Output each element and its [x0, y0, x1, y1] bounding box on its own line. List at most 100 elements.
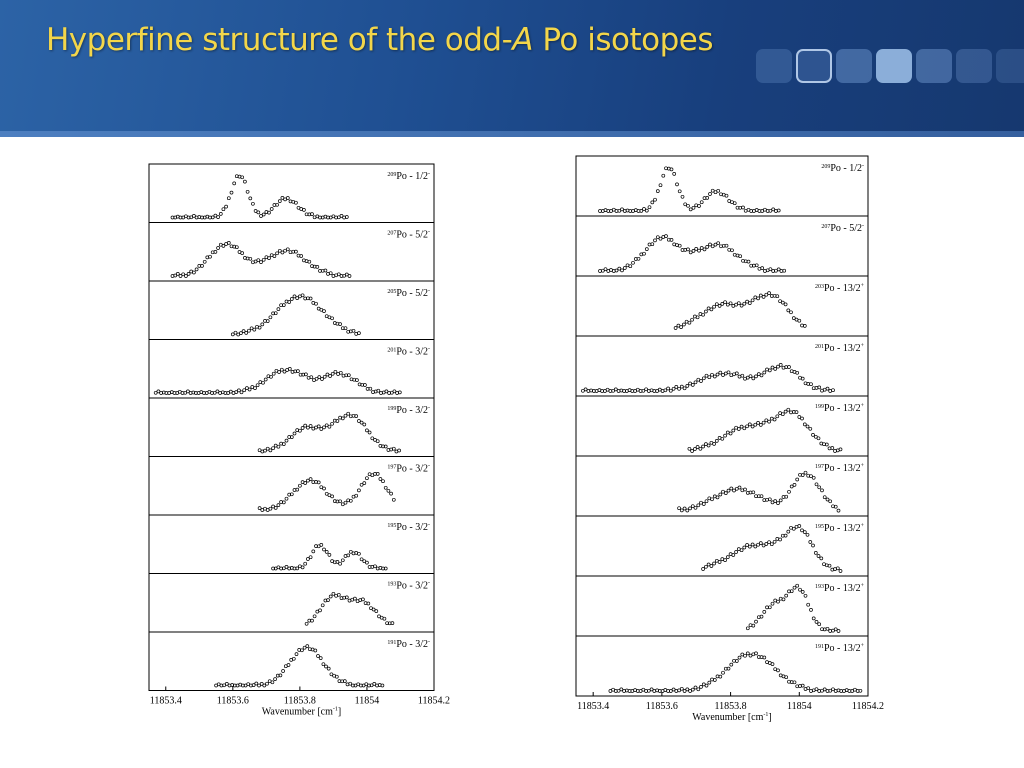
data-point: [375, 439, 380, 444]
x-axis-title-sup: -1: [763, 712, 768, 718]
data-point: [825, 497, 830, 502]
data-point: [338, 370, 343, 375]
data-point: [334, 674, 339, 679]
data-point: [729, 662, 734, 667]
x-axis-title: Wavenumber [cm-1]: [262, 707, 341, 718]
data-point: [248, 196, 253, 201]
data-point: [292, 294, 297, 299]
data-point: [814, 620, 819, 624]
parity-sign: -: [862, 163, 864, 169]
data-point: [255, 383, 260, 388]
data-point: [767, 540, 771, 545]
data-point: [213, 213, 218, 218]
data-point: [254, 681, 259, 686]
panel-label: 201Po - 13/2+: [815, 343, 865, 354]
data-point: [216, 215, 220, 219]
data-point: [653, 238, 657, 243]
data-point: [800, 683, 805, 688]
isotope-spin: Po - 13/2: [824, 463, 861, 474]
data-point: [269, 207, 274, 211]
data-point: [644, 208, 649, 213]
data-point: [682, 689, 687, 693]
data-point: [751, 376, 756, 381]
data-point: [295, 296, 300, 300]
data-point: [789, 484, 794, 489]
data-point: [806, 686, 811, 691]
chart1-panel-207: 207Po - 5/2-: [575, 215, 869, 277]
data-point: [277, 370, 281, 374]
data-point: [679, 686, 684, 691]
data-point: [708, 192, 712, 196]
chart-left: 209Po - 1/2-207Po - 5/2-205Po - 5/2-201P…: [148, 163, 450, 718]
data-point: [336, 592, 341, 597]
data-point: [775, 294, 780, 299]
data-point: [776, 668, 780, 673]
data-point: [756, 421, 760, 425]
data-point: [701, 444, 705, 449]
isotope-spin: Po - 5/2: [396, 230, 428, 241]
data-point: [303, 481, 308, 485]
isotope-spin: Po - 3/2: [396, 464, 428, 475]
data-point: [346, 329, 351, 334]
data-point: [817, 485, 822, 490]
data-point: [819, 556, 824, 561]
data-point: [261, 257, 266, 262]
data-point: [373, 564, 377, 569]
data-point: [381, 479, 385, 484]
data-point: [723, 558, 727, 562]
data-point: [686, 247, 690, 252]
banner-bottom-line: [0, 131, 1024, 137]
data-point: [292, 431, 297, 436]
data-point: [306, 425, 310, 430]
data-point: [736, 301, 741, 306]
data-point: [696, 687, 701, 692]
panel-label: 195Po - 3/2-: [387, 522, 430, 533]
data-point: [750, 298, 755, 303]
data-point: [391, 446, 396, 451]
data-point: [710, 188, 715, 193]
data-point: [798, 587, 802, 592]
data-point: [376, 388, 381, 393]
data-point: [613, 387, 618, 392]
data-point: [811, 475, 816, 480]
data-point: [664, 234, 668, 238]
data-point: [284, 565, 289, 569]
data-point: [695, 445, 700, 449]
parity-sign: +: [861, 343, 865, 349]
data-point: [302, 645, 307, 650]
isotope-spin: Po - 3/2: [396, 347, 428, 358]
data-point: [795, 370, 800, 375]
data-point: [683, 202, 688, 207]
data-point: [858, 688, 863, 693]
data-point: [221, 207, 226, 212]
data-point: [354, 493, 359, 498]
data-point: [773, 367, 778, 371]
data-point: [267, 256, 271, 260]
data-point: [800, 416, 804, 421]
data-point: [674, 385, 679, 389]
data-point: [271, 566, 275, 571]
isotope-spin: Po - 1/2: [396, 171, 428, 182]
data-point: [811, 433, 815, 437]
data-point: [778, 363, 783, 367]
data-point: [372, 682, 377, 686]
data-point: [776, 267, 781, 272]
data-point: [714, 302, 719, 307]
parity-sign: -: [428, 581, 430, 587]
data-point: [808, 426, 813, 431]
data-point: [702, 247, 707, 252]
data-point: [704, 683, 709, 688]
data-point: [315, 265, 320, 269]
data-point: [192, 270, 196, 275]
data-point: [269, 374, 273, 379]
data-point: [218, 212, 223, 216]
data-point: [767, 291, 771, 295]
data-point: [175, 272, 180, 276]
parity-sign: +: [861, 283, 865, 289]
data-point: [762, 370, 767, 375]
data-point: [237, 388, 241, 393]
data-point: [351, 328, 356, 333]
data-point: [248, 256, 253, 261]
data-point: [682, 506, 687, 511]
isotope-mass: 199: [815, 404, 824, 410]
